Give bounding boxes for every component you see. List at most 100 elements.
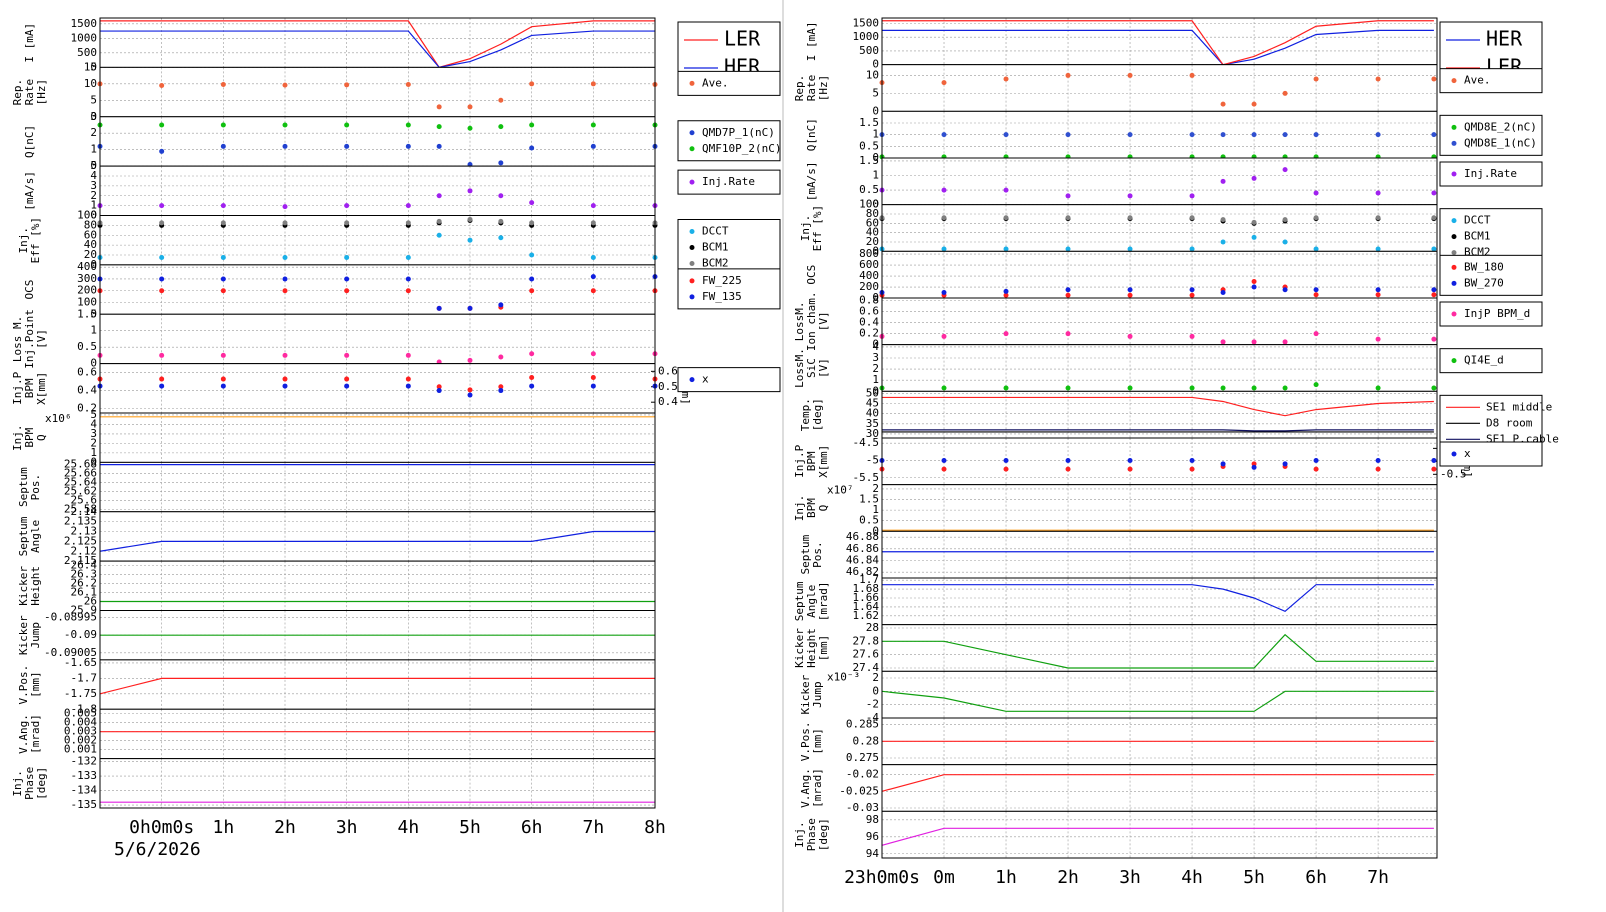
data-point (941, 385, 947, 391)
y-axis-label: Pos. (811, 541, 824, 568)
data-point (590, 288, 596, 294)
data-point (282, 376, 288, 382)
y-tick-label: 1 (90, 199, 97, 212)
y-tick-label: 2.135 (64, 515, 97, 528)
y-tick-label: 2 (872, 671, 879, 684)
y-tick-label: 5 (872, 86, 879, 99)
legend-label: x (1464, 447, 1471, 460)
data-point (1189, 466, 1195, 472)
data-point (159, 376, 165, 382)
data-point (1375, 215, 1381, 221)
data-point (1282, 287, 1288, 293)
data-point (1431, 385, 1437, 391)
data-point (941, 457, 947, 463)
data-point (1189, 457, 1195, 463)
y-tick-label: -0.09 (64, 628, 97, 641)
legend-label: InjP BPM_d (1464, 307, 1530, 320)
y-tick-label: 26.3 (71, 568, 98, 581)
y-axis-label: [deg] (35, 767, 48, 800)
data-point (590, 203, 596, 209)
data-point (1313, 292, 1319, 298)
legend-box (1439, 348, 1543, 374)
data-point (1220, 385, 1226, 391)
y-axis-label: [V] (817, 358, 830, 378)
y-tick-label: 27.6 (853, 648, 880, 661)
axis-scale-label: x10⁻³ (827, 670, 860, 683)
panel-background (100, 264, 655, 315)
y-tick-label: 2.125 (64, 534, 97, 547)
y-tick-label: 0.5 (859, 183, 879, 196)
series-line (100, 30, 655, 69)
data-point (405, 203, 411, 209)
y-axis-label: Temp. (799, 398, 812, 431)
data-point (467, 357, 473, 363)
y-tick-label: 1 (872, 169, 879, 182)
data-point (220, 288, 226, 294)
legend-box (677, 219, 781, 276)
data-point (282, 383, 288, 389)
y-axis-label: Q (35, 434, 48, 441)
data-point (159, 122, 165, 128)
y-tick-label: 3 (872, 351, 879, 364)
data-point (220, 220, 226, 226)
data-point (529, 351, 535, 357)
panel-background (100, 462, 655, 512)
data-point (1127, 72, 1133, 78)
data-point (1375, 292, 1381, 298)
y-tick-label: 500 (859, 44, 879, 57)
data-point (405, 220, 411, 226)
y-tick-label: -133 (71, 769, 98, 782)
data-point (220, 376, 226, 382)
data-point (405, 376, 411, 382)
y-tick-label: -0.08995 (44, 611, 97, 624)
legend-label: BW_270 (1464, 276, 1504, 289)
y-tick-label: 1000 (853, 30, 880, 43)
data-point (344, 288, 350, 294)
y-axis-label: BPM (23, 427, 36, 447)
axis-scale-label: x10⁶ (45, 412, 72, 425)
y-tick-label: 2 (90, 189, 97, 202)
legend-marker (1451, 250, 1457, 256)
y-axis-label: BPM (23, 378, 36, 398)
y-tick-label: 0 (872, 684, 879, 697)
y-tick-label: 100 (859, 198, 879, 211)
data-point (1220, 178, 1226, 184)
x-tick-label: 7h (1367, 867, 1389, 888)
data-point (1251, 464, 1257, 470)
legend-marker (689, 245, 695, 250)
data-point (529, 122, 535, 128)
legend-label: LER (724, 27, 761, 51)
y2-tick-label: 0.4 (658, 395, 678, 408)
y-tick-label: 1.66 (853, 591, 880, 604)
data-point (590, 375, 596, 381)
y-axis-label: Septum (17, 467, 30, 507)
data-point (498, 193, 504, 199)
y-tick-label: 0.5 (77, 340, 97, 353)
data-point (159, 352, 165, 358)
data-point (1251, 339, 1257, 345)
panel-background (882, 671, 1437, 718)
data-point (159, 288, 165, 294)
y-tick-label: 400 (77, 260, 97, 273)
series-line (882, 29, 1434, 66)
data-point (1282, 90, 1288, 96)
data-point (529, 81, 535, 87)
series-line (881, 774, 1434, 792)
data-point (590, 122, 596, 128)
y-tick-label: 200 (77, 284, 97, 297)
data-point (159, 82, 165, 88)
series-line (99, 677, 655, 695)
x-tick-label: 6h (1305, 867, 1327, 888)
data-point (590, 274, 596, 280)
y2-tick-label: 0.6 (658, 364, 678, 377)
panel-frame (881, 810, 1438, 859)
y-axis-label: Angle (805, 585, 818, 618)
x-tick-label: 0m (933, 867, 955, 888)
data-point (436, 305, 442, 311)
y-axis-label: Inj. (793, 821, 806, 848)
data-point (1313, 382, 1319, 388)
data-point (1003, 76, 1009, 82)
panel-background (100, 67, 655, 117)
x-tick-label: 5h (459, 817, 481, 838)
data-point (1189, 287, 1195, 293)
